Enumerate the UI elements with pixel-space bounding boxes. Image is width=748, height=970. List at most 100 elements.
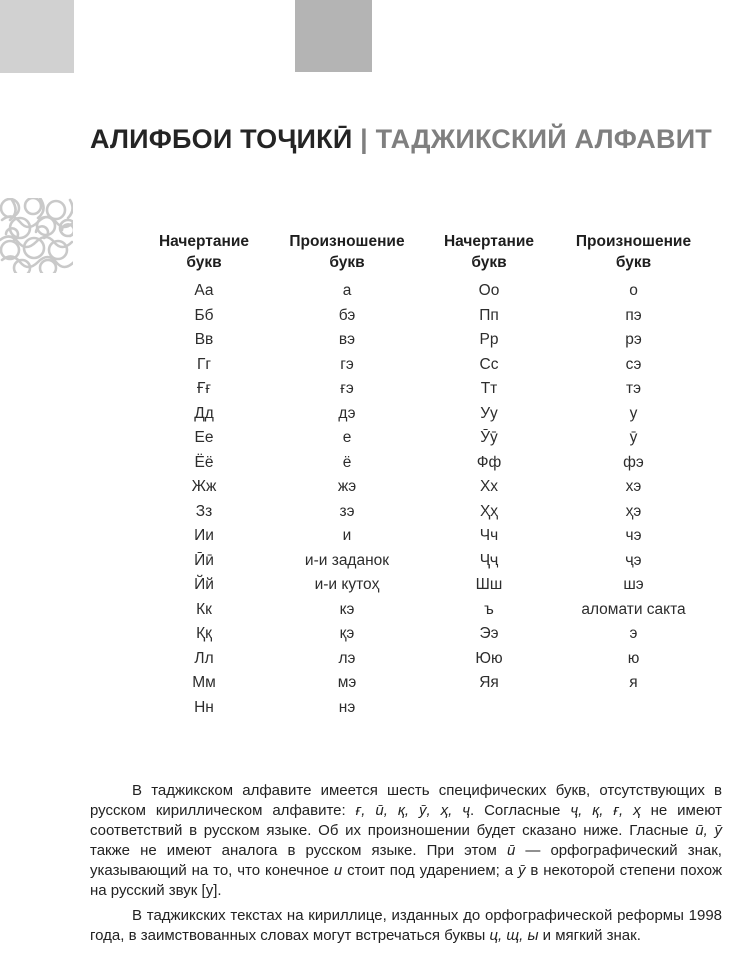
- pronunciation-cell: қэ: [339, 625, 355, 643]
- pronunciation-cell: и: [342, 527, 352, 545]
- pronunciation-cell: хэ: [625, 478, 642, 496]
- letter-cell: Хх: [479, 478, 499, 496]
- alphabet-table-left: Начертание букв Произношение букв Аа а Бб б…: [140, 231, 426, 720]
- pronunciation-cell: дэ: [338, 404, 356, 422]
- letter-rows-right: Оо о Пп пэ Рр рэ Сс сэ Тт тэ Уу у Ӯӯ ӯ Фф фэ Хх хэ Ҳҳ ҳэ Чч ч…: [426, 279, 715, 696]
- letter-cell: Ққ: [196, 625, 212, 643]
- pronunciation-cell: я: [629, 674, 638, 692]
- pronunciation-cell: е: [342, 429, 352, 447]
- letter-cell: Ии: [194, 527, 214, 545]
- paragraph-text: В таджикских текстах на кириллице, издан…: [90, 907, 722, 944]
- pronunciation-cell: ҷэ: [625, 551, 642, 569]
- pronunciation-cell: а: [342, 282, 352, 300]
- pronunciation-cell: лэ: [338, 649, 356, 667]
- tajik-letter-emphasis: ғ, ӣ, қ, ӯ, ҳ, ҷ: [355, 802, 470, 819]
- title-russian: ТАДЖИКСКИЙ АЛФАВИТ: [375, 124, 713, 154]
- column-header-line: Начертание: [443, 233, 535, 250]
- ornament-pattern: [0, 198, 73, 273]
- letter-cell: Пп: [479, 306, 499, 324]
- pronunciation-cell: жэ: [337, 478, 357, 496]
- pronunciation-cell: пэ: [625, 306, 642, 324]
- letter-cell: Зз: [195, 502, 213, 520]
- pronunciation-cell: рэ: [625, 331, 642, 349]
- letter-cell: Бб: [194, 306, 214, 324]
- column-header-line: Начертание: [158, 233, 250, 250]
- paragraph-text: стоит под ударением; а: [342, 862, 518, 879]
- pronunciation-cell: ӯ: [629, 429, 638, 447]
- letter-cell: Ҷҷ: [479, 551, 499, 569]
- pronunciation-cell: нэ: [338, 698, 356, 716]
- letter-cell: Ӯӯ: [480, 429, 498, 447]
- paragraph-text: — орфографический знак, указывающий на т…: [90, 842, 722, 879]
- paragraph-text: также не имеют аналога в русском языке. …: [90, 842, 507, 859]
- alphabet-table: Начертание букв Произношение букв Аа а Бб б…: [140, 231, 720, 720]
- title-tajik: АЛИФБОИ ТОҶИКӢ: [90, 124, 353, 154]
- letter-cell: Кк: [196, 600, 212, 618]
- column-header-pronunciation: Произношение букв: [268, 231, 426, 273]
- column-header-line: Произношение: [575, 233, 692, 250]
- pronunciation-cell: ё: [342, 453, 352, 471]
- pronunciation-cell: ғэ: [340, 380, 354, 398]
- letter-cell: Ээ: [479, 625, 499, 643]
- letter-cell: Тт: [480, 380, 498, 398]
- alphabet-table-right: Начертание букв Произношение букв Оо о Пп п…: [426, 231, 715, 720]
- letter-cell: Оо: [478, 282, 500, 300]
- letter-cell: Ҳҳ: [479, 502, 499, 520]
- letter-cell: Шш: [475, 576, 503, 594]
- letter-cell: Рр: [479, 331, 499, 349]
- letter-cell: Ӣӣ: [194, 551, 214, 569]
- letter-cell: Жж: [191, 478, 217, 496]
- pronunciation-cell: аломати сакта: [581, 600, 686, 618]
- letter-cell: Нн: [194, 698, 214, 716]
- letter-cell: Ее: [194, 429, 214, 447]
- body-text: В таджикском алфавите имеется шесть спец…: [90, 781, 722, 946]
- letter-cell: Ёё: [194, 453, 214, 471]
- table-header-right: Начертание букв Произношение букв: [426, 231, 715, 273]
- letter-cell: ъ: [484, 600, 494, 618]
- letter-cell: Вв: [194, 331, 214, 349]
- decor-block-right: [295, 0, 372, 72]
- pronunciation-cell: у: [629, 404, 638, 422]
- letter-cell: Гг: [196, 355, 212, 373]
- pronunciation-cell: гэ: [340, 355, 354, 373]
- tajik-letter-emphasis: ӣ: [506, 842, 516, 859]
- tajik-letter-emphasis: ӯ: [517, 862, 526, 879]
- column-header-line: букв: [329, 254, 365, 271]
- letter-cell: Чч: [479, 527, 499, 545]
- paragraph-text: В таджикском алфавите имеется шесть спец…: [90, 782, 722, 819]
- letter-cell: Ғғ: [196, 380, 212, 398]
- pronunciation-cell: шэ: [623, 576, 644, 594]
- table-header-left: Начертание букв Произношение букв: [140, 231, 426, 273]
- letter-cell: Сс: [479, 355, 499, 373]
- pronunciation-cell: ю: [627, 649, 640, 667]
- paragraph-text: . Согласные: [469, 802, 571, 819]
- pronunciation-cell: и-и кутоҳ: [314, 576, 380, 594]
- tajik-letter-emphasis: ӣ, ӯ: [695, 822, 723, 839]
- column-header-line: букв: [615, 254, 652, 271]
- column-header-line: Произношение: [289, 233, 405, 250]
- letter-cell: Яя: [479, 674, 499, 692]
- paragraph-text: не имеют соответствий в русском языке. О…: [90, 802, 722, 839]
- letter-cell: Аа: [194, 282, 214, 300]
- tajik-letter-emphasis: ц, щ, ы: [489, 927, 539, 944]
- column-header-line: букв: [471, 254, 507, 271]
- title-separator: |: [360, 124, 368, 154]
- decor-block-left: [0, 0, 74, 73]
- letter-cell: Йй: [194, 576, 214, 594]
- letter-cell: Лл: [194, 649, 214, 667]
- column-header-letters: Начертание букв: [426, 231, 552, 273]
- pronunciation-cell: зэ: [339, 502, 355, 520]
- paragraph-2: В таджикских текстах на кириллице, издан…: [90, 906, 722, 946]
- pronunciation-cell: бэ: [338, 306, 356, 324]
- tajik-letter-emphasis: и: [333, 862, 343, 879]
- letter-cell: Фф: [476, 453, 502, 471]
- letter-cell: Мм: [192, 674, 216, 692]
- letter-cell: Дд: [194, 404, 214, 422]
- letter-cell: Юю: [475, 649, 503, 667]
- pronunciation-cell: и-и заданок: [304, 551, 390, 569]
- column-header-pronunciation: Произношение букв: [552, 231, 715, 273]
- pronunciation-cell: вэ: [338, 331, 356, 349]
- paragraph-text: и мягкий знак.: [538, 927, 641, 944]
- pronunciation-cell: фэ: [623, 453, 644, 471]
